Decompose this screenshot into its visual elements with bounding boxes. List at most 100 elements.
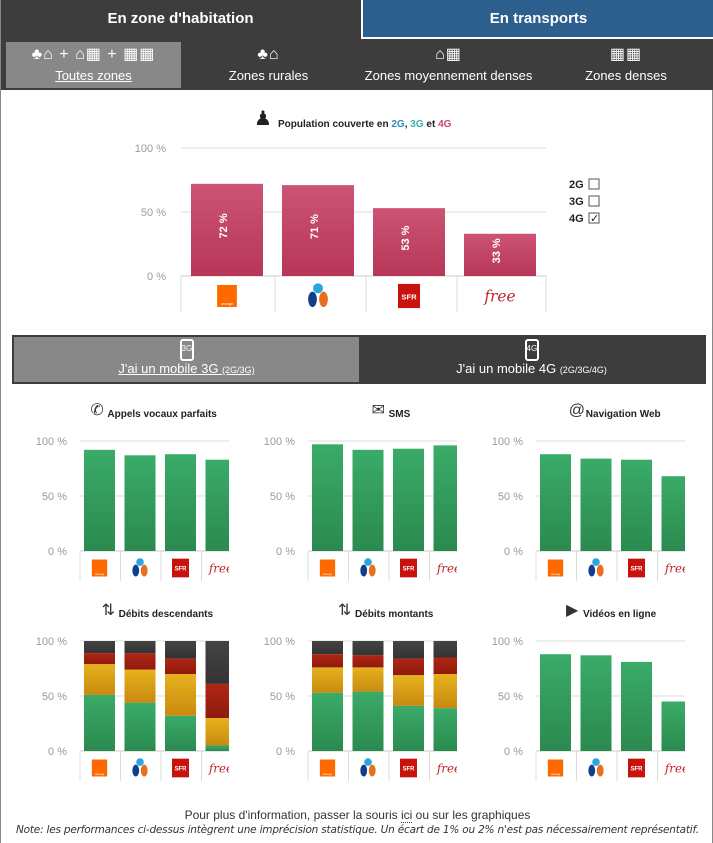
bar-orange[interactable] (312, 444, 343, 551)
zone-tabs: ♣⌂ + ⌂▦ + ▦▦ Toutes zones ♣⌂ Zones rurales… (1, 40, 713, 90)
y-tick-label: 0 % (276, 546, 295, 558)
bar-free[interactable] (464, 233, 536, 276)
bar-free[interactable] (205, 459, 230, 551)
title-part: 2G (391, 119, 405, 130)
bar-orange[interactable] (540, 454, 571, 551)
bar-segment-medium-free[interactable] (205, 718, 230, 746)
download-chart[interactable]: ⇅ Débits descendants 0 % 50 % 100 % orange SFR… (1, 595, 229, 795)
bouygues-logo (588, 764, 596, 777)
bar-segment-bad-sfr[interactable] (393, 641, 424, 659)
bar-bouygues[interactable] (124, 455, 156, 551)
zone-tab-all[interactable]: ♣⌂ + ⌂▦ + ▦▦ Toutes zones (6, 42, 181, 88)
voice-chart[interactable]: ✆ Appels vocaux parfaits 0 % 50 % 100 % orang… (1, 395, 229, 595)
bouygues-logo (364, 758, 372, 766)
bar-segment-medium-orange[interactable] (312, 667, 343, 693)
bar-segment-poor-free[interactable] (433, 657, 458, 675)
orange-logo (547, 559, 564, 577)
bar-segment-good-orange[interactable] (84, 694, 115, 751)
coverage-chart[interactable]: ♟ Population couverte en 2G, 3G et 4G 0 % 5… (1, 95, 713, 325)
bar-bouygues[interactable] (352, 449, 384, 551)
sms-chart[interactable]: ✉ SMS 0 % 50 % 100 % orange SFR free (229, 395, 457, 595)
bar-segment-poor-free[interactable] (205, 683, 230, 718)
video-chart[interactable]: ▶ Vidéos en ligne 0 % 50 % 100 % orange SFR fre… (457, 595, 685, 795)
bar-orange[interactable] (84, 449, 115, 551)
tab-mobile-3g[interactable]: 3G J'ai un mobile 3G (2G/3G) (14, 337, 359, 382)
bar-bouygues[interactable] (580, 655, 612, 751)
web-chart[interactable]: @Navigation Web 0 % 50 % 100 % orange SFR free (457, 395, 685, 595)
bar-segment-bad-bouygues[interactable] (352, 641, 384, 656)
bar-segment-medium-orange[interactable] (84, 664, 115, 695)
legend-checkbox-3G[interactable] (588, 195, 600, 207)
info-link[interactable]: ici (400, 808, 413, 823)
orange-logo (91, 559, 108, 577)
legend-label-3G: 3G (569, 196, 584, 208)
bar-sfr[interactable] (621, 459, 652, 551)
bar-segment-medium-bouygues[interactable] (124, 669, 156, 703)
title-part: 4G (438, 119, 452, 130)
bar-sfr[interactable] (621, 661, 652, 751)
bar-bouygues[interactable] (282, 185, 354, 276)
tab-mobile-4g[interactable]: 4G J'ai un mobile 4G (2G/3G/4G) (359, 337, 704, 382)
bar-segment-bad-free[interactable] (205, 641, 230, 684)
bar-orange[interactable] (191, 183, 263, 276)
y-tick-label: 50 % (498, 691, 523, 703)
y-tick-label: 0 % (276, 746, 295, 758)
bar-segment-good-orange[interactable] (312, 692, 343, 751)
title-part: Population couverte en (278, 119, 391, 130)
bar-segment-poor-bouygues[interactable] (124, 653, 156, 670)
zone-tab-dense[interactable]: ▦▦ Zones denses (561, 42, 691, 88)
bar-segment-good-bouygues[interactable] (124, 702, 156, 751)
y-tick-label: 100 % (135, 143, 166, 155)
zone-tab-rural[interactable]: ♣⌂ Zones rurales (191, 42, 346, 88)
legend-checkbox-4G[interactable] (588, 212, 600, 224)
sfr-logo-text: SFR (631, 767, 644, 773)
orange-logo (547, 759, 564, 777)
bouygues-logo (140, 764, 148, 777)
free-logo-text: free (436, 761, 457, 775)
y-tick-label: 100 % (264, 636, 295, 648)
orange-logo-text: orange (221, 302, 233, 306)
title-part: et (424, 119, 438, 130)
bar-segment-medium-bouygues[interactable] (352, 667, 384, 692)
bar-segment-poor-sfr[interactable] (393, 658, 424, 676)
bar-sfr[interactable] (165, 454, 196, 551)
bar-segment-bad-orange[interactable] (312, 641, 343, 655)
bar-segment-good-sfr[interactable] (165, 715, 196, 751)
y-tick-label: 0 % (504, 746, 523, 758)
bar-segment-good-sfr[interactable] (393, 705, 424, 751)
tab-habitation[interactable]: En zone d'habitation (107, 10, 254, 27)
bar-segment-medium-sfr[interactable] (165, 674, 196, 716)
tab-transports[interactable]: En transports (361, 0, 713, 39)
bar-segment-bad-free[interactable] (433, 641, 458, 658)
bar-sfr[interactable] (393, 448, 424, 551)
legend-checkbox-2G[interactable] (588, 178, 600, 190)
at-icon: @ (569, 402, 585, 419)
zone-label: Toutes zones (55, 68, 132, 83)
upload-chart[interactable]: ⇅ Débits montants 0 % 50 % 100 % orange SFR fre… (229, 595, 457, 795)
bar-segment-bad-sfr[interactable] (165, 641, 196, 659)
bar-segment-bad-bouygues[interactable] (124, 641, 156, 654)
bar-sfr[interactable] (373, 208, 445, 276)
bar-segment-good-bouygues[interactable] (352, 691, 384, 751)
bar-segment-poor-sfr[interactable] (165, 658, 196, 674)
mobile-tab-sub: (2G/3G) (222, 365, 255, 375)
bar-segment-good-free[interactable] (205, 745, 230, 752)
bouygues-logo (592, 758, 600, 766)
bar-segment-poor-bouygues[interactable] (352, 655, 384, 668)
zone-label: Zones rurales (228, 68, 309, 83)
bouygues-logo (588, 564, 596, 577)
bar-free[interactable] (433, 445, 458, 551)
bar-segment-poor-orange[interactable] (312, 654, 343, 668)
bar-orange[interactable] (540, 654, 571, 751)
mobile-tabs: 3G J'ai un mobile 3G (2G/3G) 4G J'ai un mo… (12, 335, 706, 384)
bar-free[interactable] (661, 476, 686, 551)
bar-free[interactable] (661, 701, 686, 752)
bar-segment-poor-orange[interactable] (84, 653, 115, 665)
bar-bouygues[interactable] (580, 458, 612, 551)
zone-tab-medium[interactable]: ⌂▦ Zones moyennement denses (356, 42, 541, 88)
bar-segment-medium-free[interactable] (433, 674, 458, 709)
bar-segment-bad-orange[interactable] (84, 641, 115, 654)
bar-segment-good-free[interactable] (433, 708, 458, 751)
bar-segment-medium-sfr[interactable] (393, 675, 424, 706)
bouygues-logo (319, 291, 328, 307)
